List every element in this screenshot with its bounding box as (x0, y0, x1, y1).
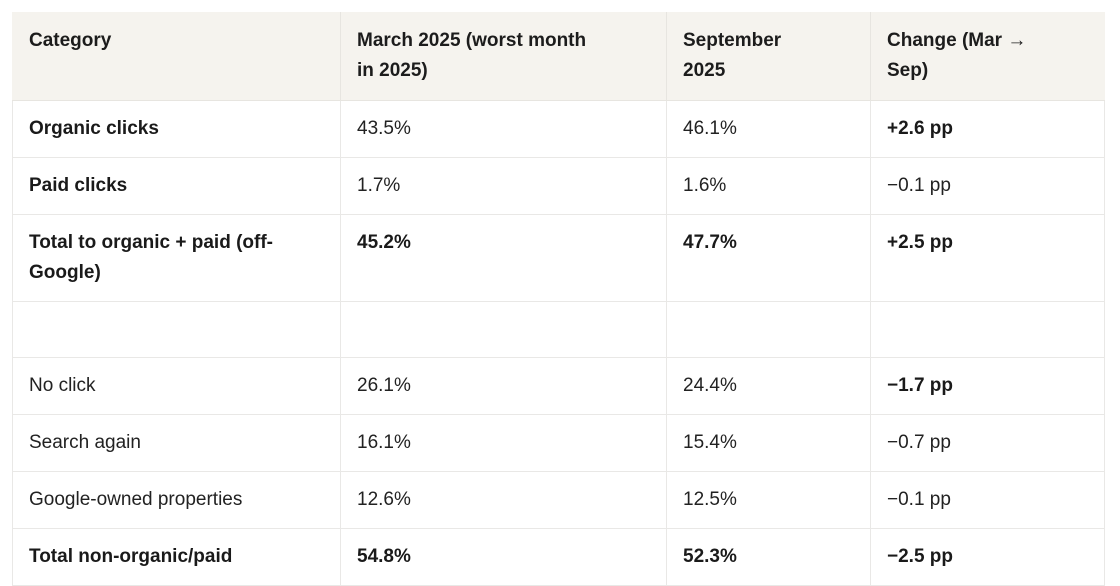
value-cell: 24.4% (666, 356, 871, 415)
value-cell: 54.8% (340, 527, 667, 586)
value-cell (666, 300, 871, 358)
table-row: Paid clicks 1.7% 1.6% −0.1 pp (12, 156, 1105, 215)
value-cell: 12.5% (666, 470, 871, 529)
value-cell: 1.7% (340, 156, 667, 215)
value-cell: 45.2% (340, 213, 667, 302)
value-cell: 15.4% (666, 413, 871, 472)
table-row: Organic clicks 43.5% 46.1% +2.6 pp (12, 99, 1105, 158)
spacer-row (12, 300, 1105, 358)
value-cell: −0.1 pp (870, 156, 1105, 215)
value-cell: 46.1% (666, 99, 871, 158)
table-row: No click 26.1% 24.4% −1.7 pp (12, 356, 1105, 415)
row-category-cell: Total to organic + paid (off-Google) (12, 213, 341, 302)
value-cell: 26.1% (340, 356, 667, 415)
value-cell: −0.1 pp (870, 470, 1105, 529)
value-cell (340, 300, 667, 358)
value-cell: 43.5% (340, 99, 667, 158)
table-row: Total to organic + paid (off-Google) 45.2… (12, 213, 1105, 302)
value-cell: 16.1% (340, 413, 667, 472)
table-body: Organic clicks 43.5% 46.1% +2.6 pp Paid clic… (12, 99, 1105, 586)
table-row: Total non-organic/paid 54.8% 52.3% −2.5 pp (12, 527, 1105, 586)
value-cell: −1.7 pp (870, 356, 1105, 415)
value-cell: 12.6% (340, 470, 667, 529)
value-cell: −2.5 pp (870, 527, 1105, 586)
table-header: Category March 2025 (worst month in 2025… (12, 12, 1105, 101)
table-row: Google-owned properties 12.6% 12.5% −0.1 pp (12, 470, 1105, 529)
row-category-cell: No click (12, 356, 341, 415)
row-category-cell: Paid clicks (12, 156, 341, 215)
column-header-march-2025: March 2025 (worst month in 2025) (340, 12, 667, 101)
value-cell: +2.5 pp (870, 213, 1105, 302)
column-header-category: Category (12, 12, 341, 101)
row-category-cell: Total non-organic/paid (12, 527, 341, 586)
value-cell: +2.6 pp (870, 99, 1105, 158)
column-header-change: Change (Mar → Sep) (870, 12, 1105, 101)
value-cell: 52.3% (666, 527, 871, 586)
value-cell: −0.7 pp (870, 413, 1105, 472)
row-category-cell: Google-owned properties (12, 470, 341, 529)
value-cell: 1.6% (666, 156, 871, 215)
row-category-cell: Search again (12, 413, 341, 472)
value-cell (870, 300, 1105, 358)
metrics-comparison-table: Category March 2025 (worst month in 2025… (12, 12, 1105, 586)
column-header-september-2025: September 2025 (666, 12, 871, 101)
value-cell: 47.7% (666, 213, 871, 302)
row-category-cell (12, 300, 341, 358)
row-category-cell: Organic clicks (12, 99, 341, 158)
header-row: Category March 2025 (worst month in 2025… (12, 12, 1105, 101)
table-row: Search again 16.1% 15.4% −0.7 pp (12, 413, 1105, 472)
